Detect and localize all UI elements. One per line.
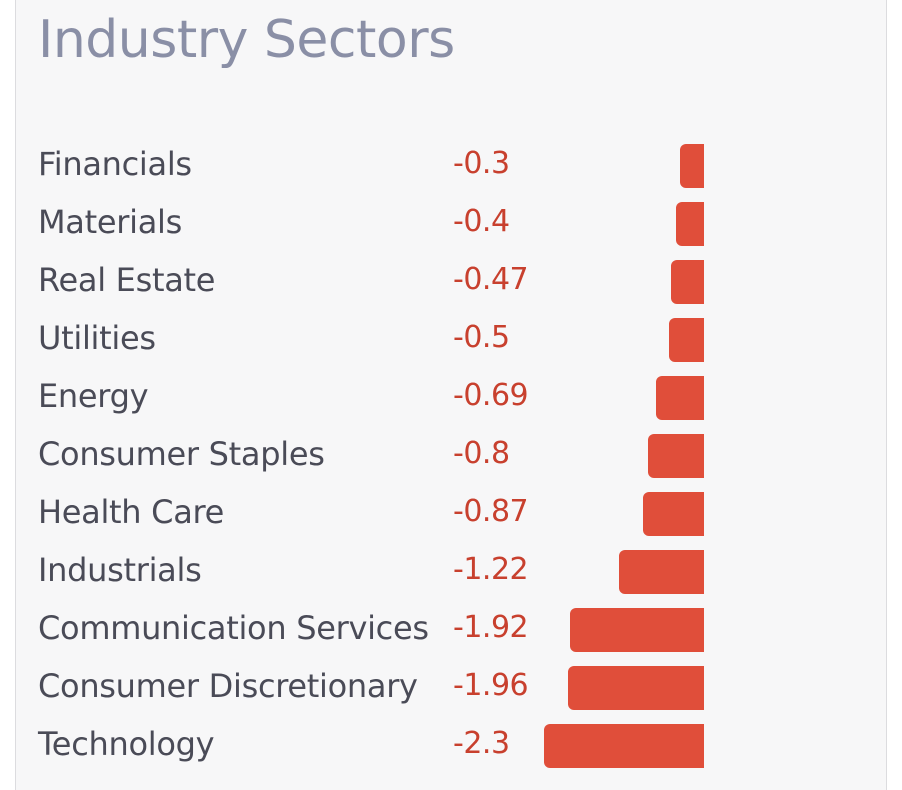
sector-bar	[570, 608, 704, 652]
sector-value: -0.8	[453, 436, 510, 471]
sector-label: Communication Services	[38, 609, 429, 647]
sector-label: Industrials	[38, 551, 202, 589]
sector-label: Financials	[38, 145, 192, 183]
chart-title: Industry Sectors	[38, 10, 455, 70]
sector-value: -0.69	[453, 378, 529, 413]
sector-row: Real Estate -0.47	[16, 256, 876, 314]
sector-row: Consumer Staples -0.8	[16, 430, 876, 488]
sector-bar	[671, 260, 704, 304]
sector-value: -0.5	[453, 320, 510, 355]
sector-label: Technology	[38, 725, 215, 763]
sector-row: Consumer Discretionary -1.96	[16, 662, 876, 720]
sector-label: Health Care	[38, 493, 225, 531]
sector-row: Materials -0.4	[16, 198, 876, 256]
sector-label: Consumer Staples	[38, 435, 325, 473]
sector-value: -1.92	[453, 610, 529, 645]
sector-value: -0.3	[453, 146, 510, 181]
sector-bar	[619, 550, 704, 594]
sector-row: Industrials -1.22	[16, 546, 876, 604]
sector-bar	[656, 376, 704, 420]
sector-label: Real Estate	[38, 261, 216, 299]
sector-bar	[676, 202, 704, 246]
sector-bar	[544, 724, 704, 768]
sector-row: Energy -0.69	[16, 372, 876, 430]
sector-card: Industry Sectors Financials -0.3 Materials…	[15, 0, 887, 790]
sector-label: Consumer Discretionary	[38, 667, 418, 705]
sector-bar	[648, 434, 704, 478]
sector-bar	[669, 318, 704, 362]
sector-row: Technology -2.3	[16, 720, 876, 778]
sector-label: Energy	[38, 377, 149, 415]
sector-value: -0.47	[453, 262, 529, 297]
sector-value: -1.22	[453, 552, 529, 587]
sector-row: Communication Services -1.92	[16, 604, 876, 662]
sector-value: -0.87	[453, 494, 529, 529]
sector-bar	[680, 144, 704, 188]
sector-label: Materials	[38, 203, 182, 241]
sector-row: Utilities -0.5	[16, 314, 876, 372]
sector-value: -0.4	[453, 204, 510, 239]
sector-label: Utilities	[38, 319, 156, 357]
sector-row: Financials -0.3	[16, 140, 876, 198]
sector-value: -2.3	[453, 726, 510, 761]
sector-bar	[643, 492, 704, 536]
sector-row: Health Care -0.87	[16, 488, 876, 546]
sector-value: -1.96	[453, 668, 529, 703]
sector-bar	[567, 666, 704, 710]
